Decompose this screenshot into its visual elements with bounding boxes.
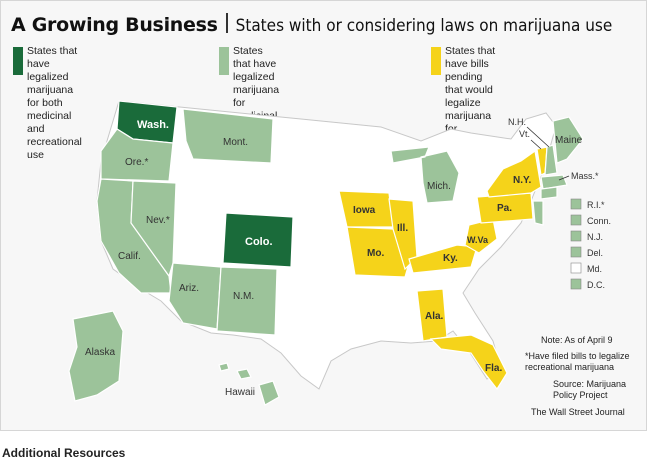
key-label-del: Del.: [587, 248, 603, 258]
label-ny: N.Y.: [513, 175, 532, 186]
label-maine: Maine: [555, 135, 583, 146]
note-asterisk: *Have filed bills to legalize recreation…: [525, 351, 643, 373]
legend-line: that would legalize marijuana for: [445, 84, 493, 135]
label-nh: N.H.: [508, 117, 526, 127]
state-kentucky: [408, 244, 478, 274]
state-colorado: [222, 212, 294, 268]
label-colo: Colo.: [245, 236, 273, 248]
note-line: Policy Project: [553, 390, 608, 400]
legend-label-recreational: States that have legalized marijuana for…: [27, 45, 82, 162]
note-asof: Note: As of April 9: [541, 335, 613, 345]
note-publisher: The Wall Street Journal: [531, 407, 625, 417]
state-montana: [182, 108, 274, 164]
label-mass: Mass.*: [571, 171, 599, 181]
legend-swatch-recreational: [13, 47, 23, 75]
key-label-nj: N.J.: [587, 232, 603, 242]
legend-swatch-pending: [431, 47, 441, 75]
state-new-mexico: [216, 266, 278, 336]
state-missouri: [346, 226, 410, 278]
state-arizona: [168, 262, 222, 330]
key-swatch-ri: [570, 198, 582, 210]
state-nevada: [130, 180, 177, 278]
label-wash: Wash.: [137, 119, 169, 131]
key-label-ri: R.I.*: [587, 200, 605, 210]
legend-line: marijuana for both medicinal: [27, 84, 74, 122]
infographic-subtitle: States with or considering laws on marij…: [235, 16, 613, 36]
label-ill: Ill.: [397, 223, 408, 234]
key-swatch-md: [570, 262, 582, 274]
state-maine: [552, 116, 584, 164]
label-ore: Ore.*: [125, 157, 148, 168]
label-vt: Vt.: [519, 129, 530, 139]
note-source: Source: Marijuana Policy Project: [553, 379, 643, 401]
note-line: *Have filed bills to legalize: [525, 351, 630, 361]
state-new-jersey: [532, 200, 544, 226]
note-line: Source: Marijuana: [553, 379, 627, 389]
label-pa: Pa.: [497, 203, 512, 214]
state-michigan: [390, 146, 460, 204]
label-ky: Ky.: [443, 253, 458, 264]
key-swatch-conn: [570, 214, 582, 226]
legend-line: States that have legalized: [27, 45, 78, 83]
label-iowa: Iowa: [353, 205, 376, 216]
header: A Growing Business States with or conside…: [11, 13, 612, 39]
state-alaska: [68, 310, 124, 402]
key-swatch-nj: [570, 230, 582, 242]
legend-line: States that have bills pending: [445, 45, 496, 83]
key-label-md: Md.: [587, 264, 602, 274]
infographic-title: A Growing Business: [11, 14, 218, 36]
key-label-dc: D.C.: [587, 280, 605, 290]
label-mont: Mont.: [223, 137, 248, 148]
state-connecticut: [540, 186, 558, 200]
label-fla: Fla.: [485, 363, 502, 374]
state-hawaii: [218, 362, 280, 406]
label-hawaii: Hawaii: [225, 387, 255, 398]
title-divider: [225, 13, 228, 33]
key-label-conn: Conn.: [587, 216, 611, 226]
state-florida: [429, 334, 508, 391]
state-massachusetts: [540, 174, 568, 190]
label-calif: Calif.: [118, 251, 141, 262]
note-line: recreational marijuana: [525, 362, 615, 372]
leader-mass: [558, 175, 570, 181]
key-swatch-dc: [570, 278, 582, 290]
legend-line: and recreational use: [27, 123, 82, 161]
label-mo: Mo.: [367, 248, 384, 259]
label-ariz: Ariz.: [179, 283, 199, 294]
leader-nh: [526, 126, 550, 148]
leader-vt: [530, 139, 542, 150]
label-wva: W.Va: [467, 235, 489, 245]
additional-resources-heading: Additional Resources: [2, 446, 126, 460]
key-swatch-del: [570, 246, 582, 258]
state-new-hampshire: [544, 144, 558, 176]
us-map: Wash. Ore.* Calif. Nev.* Mont. Colo. Ari…: [68, 100, 611, 406]
infographic-frame: A Growing Business States with or conside…: [0, 0, 647, 431]
state-new-york: [486, 149, 542, 198]
label-nev: Nev.*: [146, 215, 170, 226]
label-nm: N.M.: [233, 291, 254, 302]
label-alaska: Alaska: [85, 347, 115, 358]
state-oregon: [100, 128, 174, 182]
legend-swatch-medicinal: [219, 47, 229, 75]
label-mich: Mich.: [427, 181, 451, 192]
legend-line: States that have legalized: [233, 45, 277, 83]
label-ala: Ala.: [425, 311, 444, 322]
